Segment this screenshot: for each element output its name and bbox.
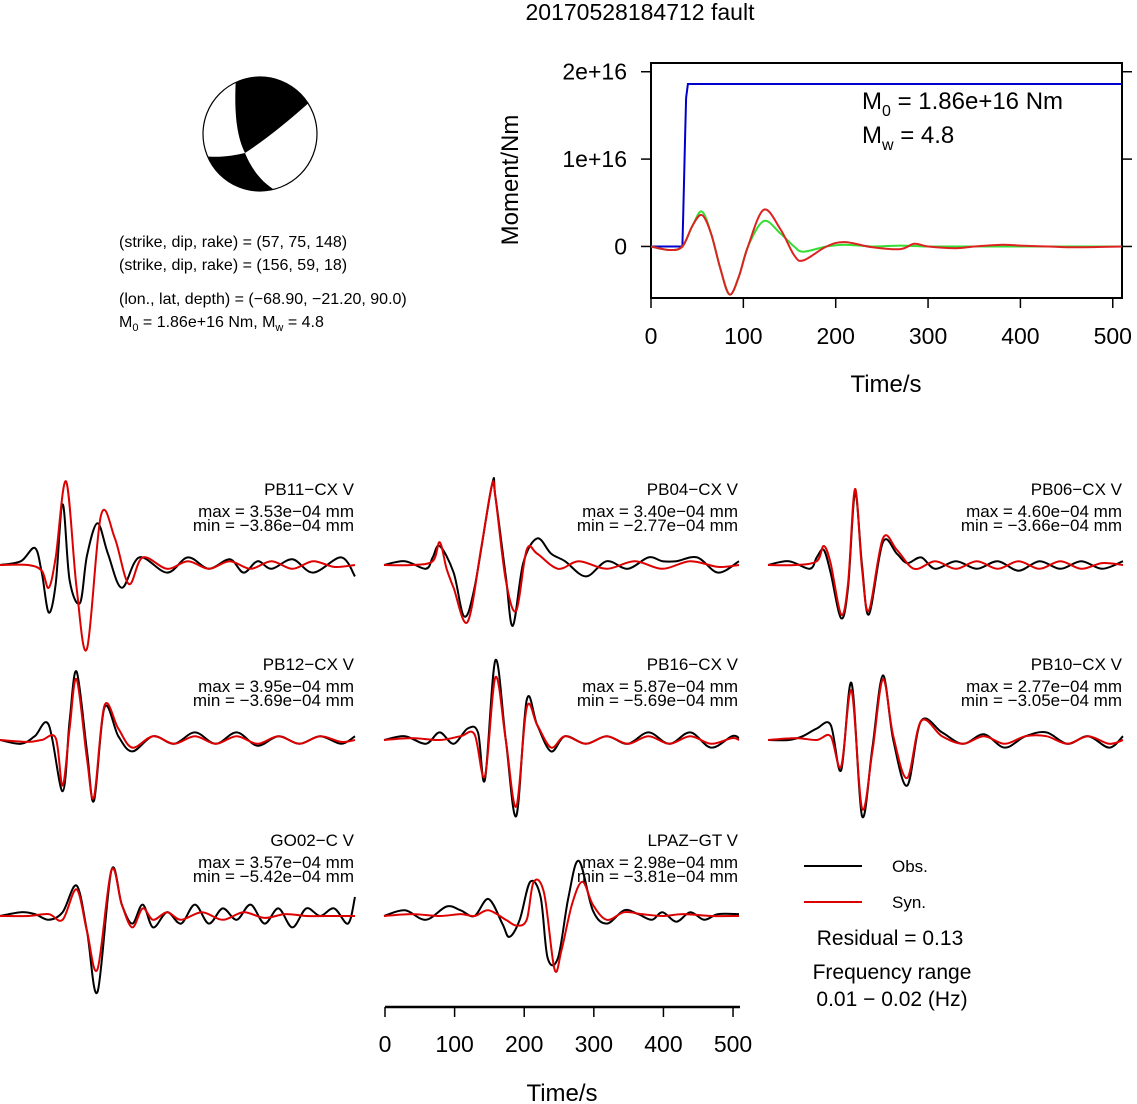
stf-mw-annotation: Mw = 4.8: [862, 122, 954, 154]
synthetic-trace: [767, 487, 1124, 616]
min-amplitude-label: min = −2.77e−04 mm: [577, 516, 738, 535]
frequency-range-value: 0.01 − 0.02 (Hz): [816, 988, 967, 1011]
stf-y-axis-label: Moment/Nm: [497, 115, 524, 246]
synthetic-trace: [0, 867, 355, 973]
mechanism-info: (strike, dip, rake) = (57, 75, 148) (str…: [119, 234, 407, 334]
stf-x-tick-label: 200: [817, 323, 855, 349]
stf-x-tick-label: 500: [1094, 323, 1132, 349]
max-amplitude-label: max = 2.77e−04 mm: [966, 677, 1122, 696]
stf-x-tick-label: 300: [909, 323, 947, 349]
beachball: [202, 76, 318, 192]
observed-trace: [383, 859, 740, 967]
residual-label: Residual = 0.13: [817, 927, 964, 950]
stf-rate-curve: [650, 208, 1123, 296]
observed-trace: [0, 866, 356, 995]
synthetic-trace: [383, 480, 740, 624]
min-amplitude-label: min = −3.05e−04 mm: [961, 691, 1122, 710]
max-amplitude-label: max = 3.53e−04 mm: [198, 502, 354, 521]
waveform-x-axis-label: Time/s: [526, 1080, 597, 1104]
stf-plot-frame: [650, 62, 1123, 299]
station-label: PB06−CX V: [1031, 480, 1123, 499]
stf-x-tick-label: 400: [1001, 323, 1039, 349]
station-label: LPAZ−GT V: [647, 831, 738, 850]
synthetic-trace: [767, 678, 1124, 811]
stf-x-tick-label: 100: [724, 323, 762, 349]
waveform-x-tick-label: 0: [379, 1031, 392, 1057]
waveform-x-tick-label: 100: [435, 1031, 473, 1057]
beachball-compressional-quadrant: [235, 77, 312, 153]
waveform-x-tick-label: 300: [575, 1031, 613, 1057]
waveform-time-axis: 0 100 200 300 400 500 Time/s: [379, 1005, 752, 1104]
station-label: PB10−CX V: [1031, 655, 1123, 674]
mechanism-location: (lon., lat, depth) = (−68.90, −21.20, 90…: [119, 291, 407, 308]
waveform-x-tick-label: 200: [505, 1031, 543, 1057]
stf-x-tick-label: 0: [645, 323, 658, 349]
legend-syn-label: Syn.: [892, 893, 926, 912]
min-amplitude-label: min = −5.69e−04 mm: [577, 691, 738, 710]
station-label: PB11−CX V: [264, 480, 355, 499]
stf-smoothed-curve: [650, 210, 1122, 296]
max-amplitude-label: max = 3.95e−04 mm: [198, 677, 354, 696]
mechanism-plane-2: (strike, dip, rake) = (156, 59, 18): [119, 257, 347, 274]
mechanism-moment: M0 = 1.86e+16 Nm, Mw = 4.8: [119, 314, 324, 334]
min-amplitude-label: min = −3.86e−04 mm: [193, 516, 354, 535]
max-amplitude-label: max = 4.60e−04 mm: [966, 502, 1122, 521]
stf-m0-annotation: M0 = 1.86e+16 Nm: [862, 88, 1063, 120]
observed-trace: [0, 503, 356, 614]
station-label: PB12−CX V: [263, 655, 355, 674]
mechanism-plane-1: (strike, dip, rake) = (57, 75, 148): [119, 234, 347, 251]
observed-trace: [383, 477, 740, 627]
max-amplitude-label: max = 3.40e−04 mm: [582, 502, 738, 521]
synthetic-trace: [383, 676, 740, 808]
station-label: GO02−C V: [270, 831, 354, 850]
station-label: PB16−CX V: [647, 655, 739, 674]
observed-trace: [767, 491, 1124, 620]
synthetic-trace: [383, 878, 740, 973]
stf-x-axis-label: Time/s: [850, 371, 921, 398]
min-amplitude-label: min = −3.66e−04 mm: [961, 516, 1122, 535]
legend-obs-label: Obs.: [892, 857, 928, 876]
stf-y-tick-label: 0: [614, 233, 627, 259]
stf-y-tick-label: 2e+16: [562, 59, 627, 85]
waveform-x-tick-label: 500: [714, 1031, 752, 1057]
waveform-x-tick-label: 400: [644, 1031, 682, 1057]
max-amplitude-label: max = 2.98e−04 mm: [582, 853, 738, 872]
observed-trace: [767, 674, 1124, 819]
stf-y-tick-label: 1e+16: [562, 146, 627, 172]
min-amplitude-label: min = −3.81e−04 mm: [577, 867, 738, 886]
synthetic-trace: [0, 480, 356, 652]
min-amplitude-label: min = −3.69e−04 mm: [193, 691, 354, 710]
beachball-compressional-quadrant: [203, 153, 278, 191]
figure-title: 20170528184712 fault: [526, 0, 756, 25]
synthetic-trace: [0, 678, 356, 800]
station-label: PB04−CX V: [647, 480, 739, 499]
min-amplitude-label: min = −5.42e−04 mm: [193, 867, 354, 886]
stf-plot: 0 1e+16 2e+16 0 100 200 300 400 500 Moment/Nm T…: [497, 59, 1132, 398]
max-amplitude-label: max = 5.87e−04 mm: [582, 677, 738, 696]
max-amplitude-label: max = 3.57e−04 mm: [198, 853, 354, 872]
legend: Obs. Syn.: [804, 857, 928, 912]
frequency-range-title: Frequency range: [813, 961, 972, 984]
